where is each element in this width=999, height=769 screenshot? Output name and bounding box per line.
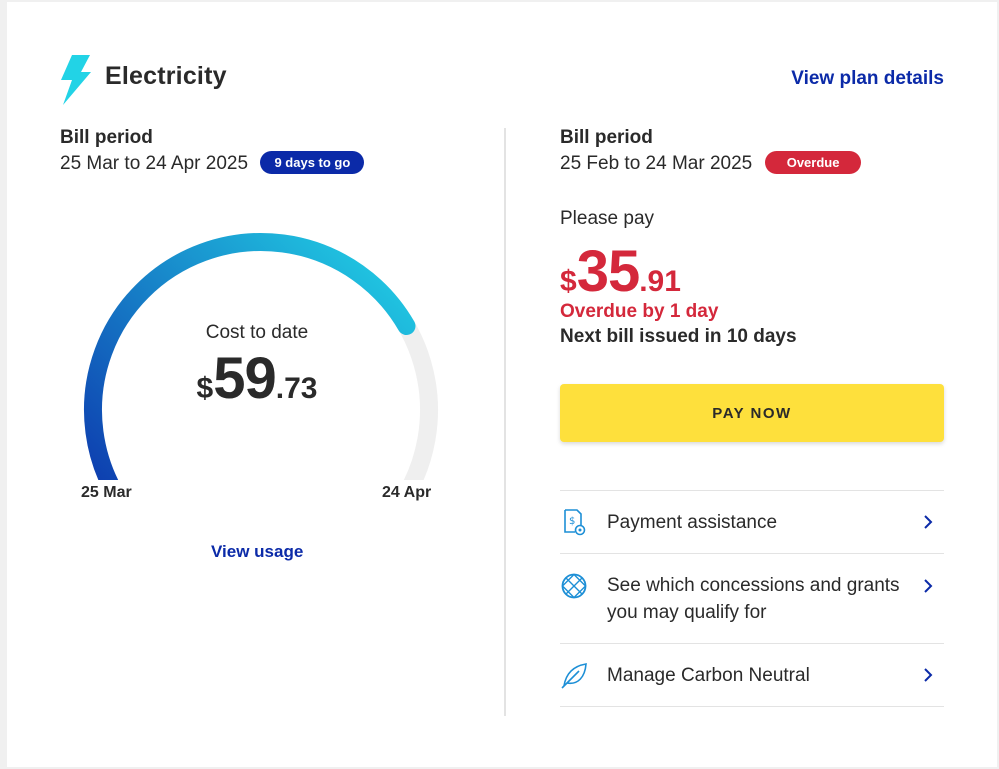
gauge-end-label: 24 Apr — [382, 484, 432, 501]
chevron-right-icon — [924, 668, 933, 682]
previous-bill-period-row: 25 Feb to 24 Mar 2025 Overdue — [560, 151, 862, 176]
lightning-bolt-icon — [61, 55, 91, 105]
payment-assistance-label: Payment assistance — [607, 512, 778, 533]
cost-dollars: 59 — [213, 346, 277, 411]
chevron-right-icon — [924, 515, 933, 529]
amount-due: $35.91 — [560, 238, 681, 305]
cost-to-date-amount: $59.73 — [107, 345, 407, 412]
gauge-progress-fill — [84, 233, 416, 480]
pay-now-button[interactable]: PAY NOW — [560, 384, 944, 442]
view-usage-link[interactable]: View usage — [211, 542, 304, 561]
chevron-right-icon — [924, 579, 933, 593]
amount-dollars: 35 — [576, 239, 641, 304]
leaf-icon — [561, 663, 587, 689]
overdue-badge: Overdue — [764, 151, 862, 174]
section-title: Electricity — [105, 62, 227, 90]
cost-to-date-label: Cost to date — [205, 322, 309, 343]
current-bill-period-label: Bill period — [60, 127, 153, 148]
help-links-list: $ Payment assistance See which concessio… — [560, 490, 944, 707]
carbon-neutral-label: Manage Carbon Neutral — [607, 665, 810, 686]
electricity-card: Electricity View plan details Bill perio… — [7, 2, 997, 767]
overdue-by-text: Overdue by 1 day — [560, 301, 719, 322]
gauge-start-label: 25 Mar — [81, 484, 132, 501]
payment-assistance-row[interactable]: $ Payment assistance — [560, 490, 944, 553]
cost-gauge — [84, 233, 438, 480]
please-pay-label: Please pay — [560, 208, 655, 229]
concessions-row[interactable]: See which concessions and grants you may… — [560, 553, 944, 643]
cost-currency-symbol: $ — [196, 372, 214, 405]
current-bill-period-row: 25 Mar to 24 Apr 2025 9 days to go — [60, 151, 365, 176]
amount-cents: .91 — [639, 265, 681, 298]
cost-cents: .73 — [275, 372, 318, 405]
next-bill-text: Next bill issued in 10 days — [560, 326, 797, 347]
previous-bill-period-dates: 25 Feb to 24 Mar 2025 — [560, 153, 753, 174]
previous-bill-period-label: Bill period — [560, 127, 653, 148]
days-to-go-badge: 9 days to go — [260, 151, 365, 174]
carbon-neutral-row[interactable]: Manage Carbon Neutral — [560, 643, 944, 707]
svg-text:$: $ — [569, 516, 575, 527]
amount-currency-symbol: $ — [560, 265, 577, 298]
concessions-label: See which concessions and grants you may… — [607, 575, 900, 623]
view-plan-details-link[interactable]: View plan details — [791, 68, 944, 89]
concessions-globe-icon — [561, 573, 587, 599]
payment-assistance-icon: $ — [564, 509, 586, 536]
column-divider — [504, 128, 506, 716]
current-bill-period-dates: 25 Mar to 24 Apr 2025 — [60, 153, 249, 174]
